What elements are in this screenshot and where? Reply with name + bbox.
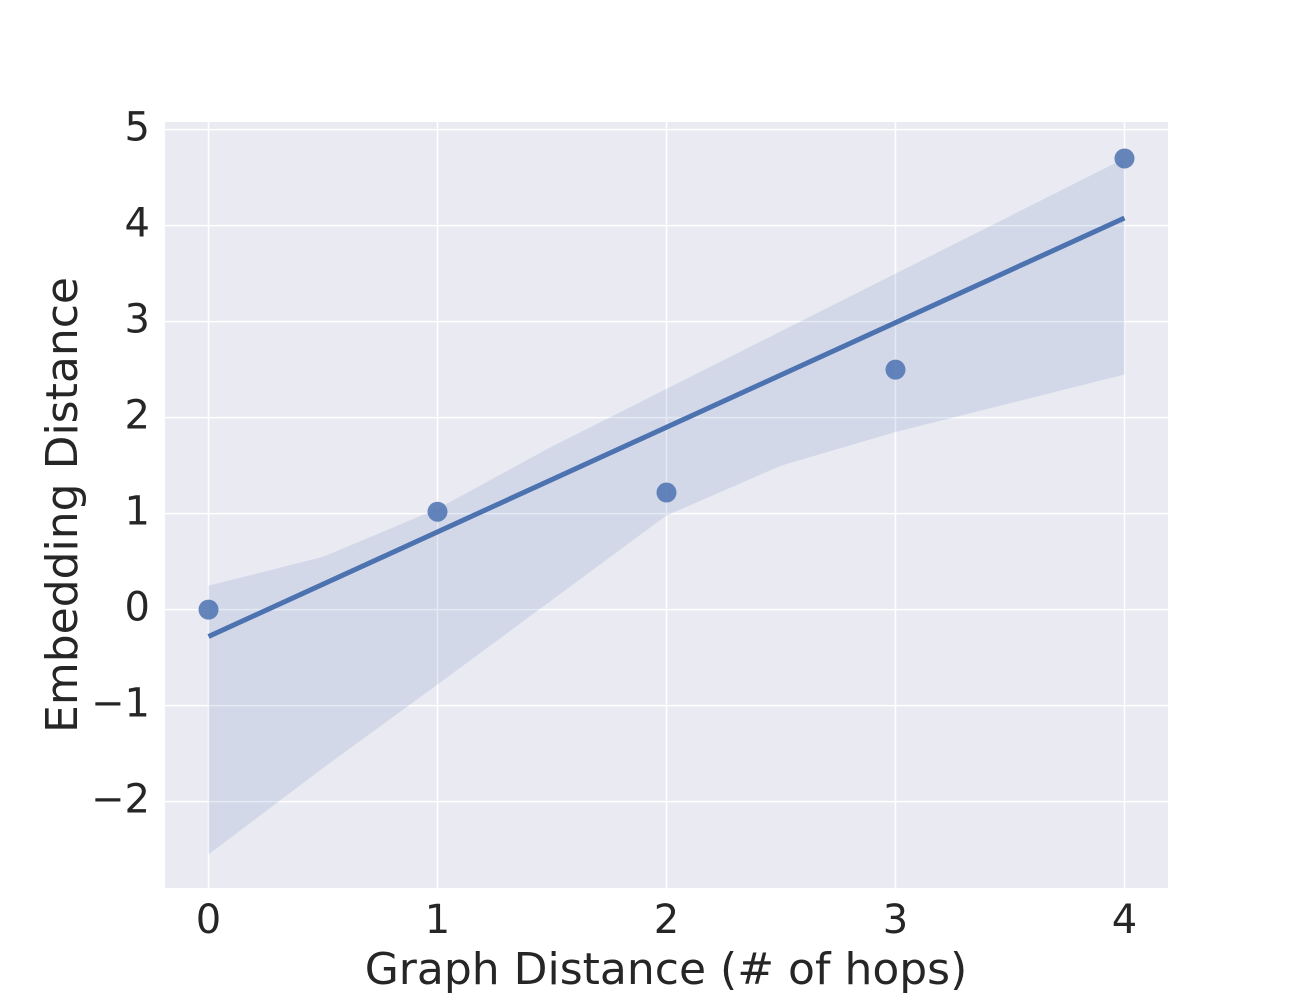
x-tick-label: 4 bbox=[1112, 897, 1137, 943]
x-tick-label: 0 bbox=[196, 897, 221, 943]
x-tick-label: 2 bbox=[654, 897, 679, 943]
point bbox=[1114, 148, 1135, 169]
point bbox=[427, 501, 448, 522]
x-tick-label: 1 bbox=[425, 897, 450, 943]
y-tick-label: 0 bbox=[125, 585, 150, 631]
y-tick-label: 5 bbox=[125, 105, 150, 151]
point bbox=[885, 359, 906, 380]
point bbox=[656, 482, 677, 503]
point bbox=[198, 599, 219, 620]
y-tick-label: 3 bbox=[125, 297, 150, 343]
y-axis-label: Embedding Distance bbox=[37, 277, 88, 733]
regression-line bbox=[207, 215, 1126, 639]
y-tick-label: −2 bbox=[91, 777, 150, 823]
y-tick-label: 1 bbox=[125, 489, 150, 535]
y-tick-label: 4 bbox=[125, 201, 150, 247]
y-tick-label: −1 bbox=[91, 681, 150, 727]
confidence-band bbox=[208, 158, 1125, 855]
x-tick-label: 3 bbox=[883, 897, 908, 943]
y-tick-label: 2 bbox=[125, 393, 150, 439]
x-axis-label: Graph Distance (# of hops) bbox=[365, 944, 968, 995]
